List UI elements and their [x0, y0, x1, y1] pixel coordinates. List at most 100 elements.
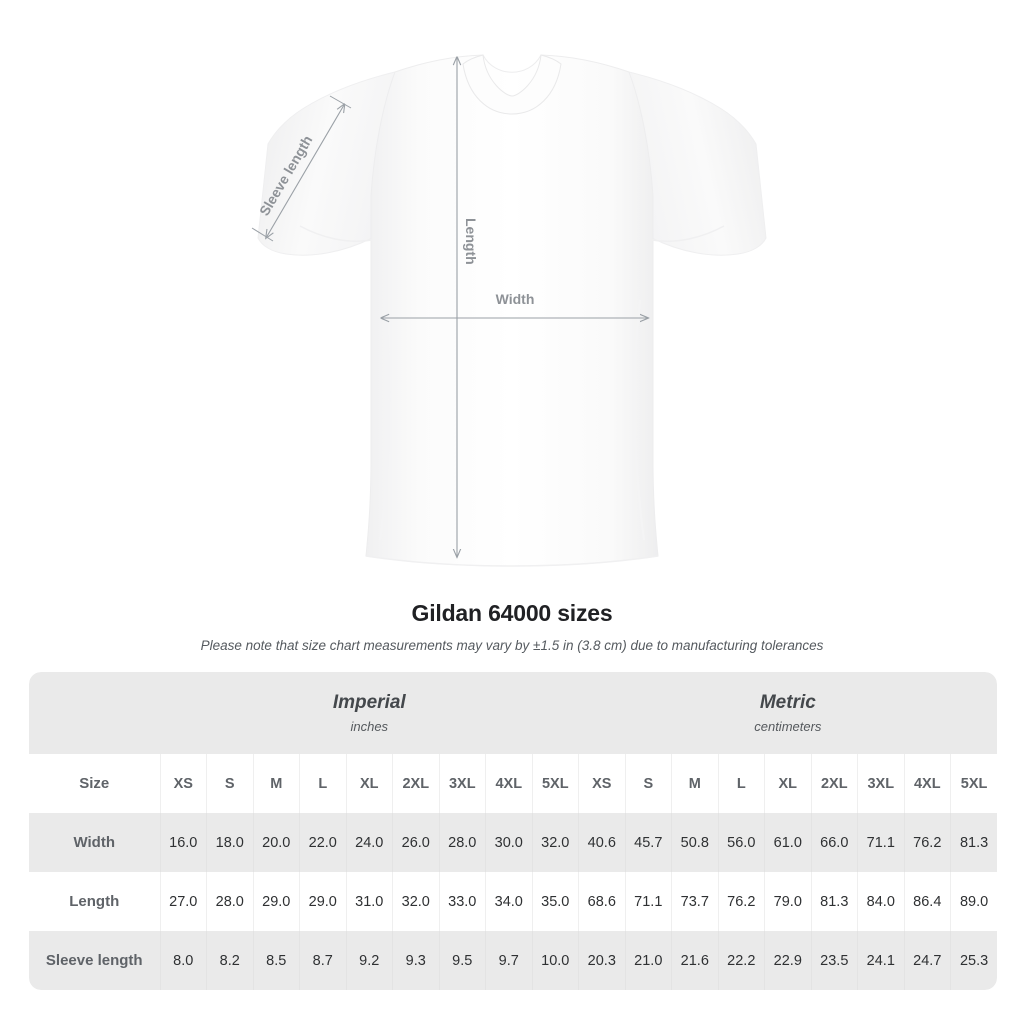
size-header-imperial-2xl: 2XL	[392, 754, 439, 813]
cell-width-imperial-xs: 16.0	[159, 813, 207, 872]
right-sleeve-hem	[651, 225, 725, 242]
row-label-width: Width	[29, 813, 160, 872]
cell-width-metric-4xl: 76.2	[903, 813, 951, 872]
unit-header-imperial: Imperial inches	[160, 672, 579, 754]
unit-header-corner	[29, 672, 160, 754]
size-header-imperial-m: M	[252, 754, 300, 813]
cell-length-metric-3xl: 84.0	[857, 872, 905, 931]
size-header-label: Size	[29, 754, 160, 813]
size-header-metric-3xl: 3XL	[857, 754, 905, 813]
cell-length-imperial-4xl: 34.0	[485, 872, 532, 931]
cell-length-imperial-2xl: 32.0	[392, 872, 439, 931]
row-label-sleeve-length: Sleeve length	[29, 931, 160, 990]
cell-sleeve-length-metric-3xl: 24.1	[857, 931, 905, 990]
cell-length-imperial-xs: 27.0	[159, 872, 207, 931]
cell-sleeve-length-metric-4xl: 24.7	[903, 931, 951, 990]
cell-length-imperial-l: 29.0	[299, 872, 346, 931]
cell-length-imperial-xl: 31.0	[345, 872, 393, 931]
cell-sleeve-length-imperial-4xl: 9.7	[485, 931, 532, 990]
cell-sleeve-length-metric-2xl: 23.5	[810, 931, 858, 990]
cell-width-imperial-s: 18.0	[206, 813, 253, 872]
shirt-body	[365, 54, 659, 567]
size-header-metric-xs: XS	[578, 754, 626, 813]
size-header-imperial-3xl: 3XL	[438, 754, 486, 813]
cell-sleeve-length-metric-s: 21.0	[624, 931, 672, 990]
sleeve-length-arrow	[266, 105, 344, 238]
size-header-imperial-4xl: 4XL	[485, 754, 532, 813]
cell-sleeve-length-imperial-3xl: 9.5	[438, 931, 486, 990]
cell-width-metric-l: 56.0	[717, 813, 765, 872]
cell-sleeve-length-imperial-5xl: 10.0	[531, 931, 579, 990]
size-chart-table: Imperial inches Metric centimeters Size XS S M L…	[29, 672, 998, 990]
cell-length-imperial-m: 29.0	[252, 872, 300, 931]
cell-sleeve-length-metric-xl: 22.9	[764, 931, 812, 990]
cell-width-metric-xl: 61.0	[764, 813, 812, 872]
cell-length-metric-xs: 68.6	[578, 872, 626, 931]
size-header-imperial-xs: XS	[159, 754, 207, 813]
size-header-imperial-s: S	[206, 754, 253, 813]
cell-length-imperial-s: 28.0	[206, 872, 253, 931]
fabric-fold-left	[379, 299, 391, 541]
cell-length-metric-s: 71.1	[624, 872, 672, 931]
size-header-metric-l: L	[717, 754, 765, 813]
size-header-metric-5xl: 5XL	[950, 754, 998, 813]
cell-length-metric-m: 73.7	[671, 872, 719, 931]
size-header-imperial-l: L	[299, 754, 346, 813]
cell-length-metric-4xl: 86.4	[903, 872, 951, 931]
size-header-metric-xl: XL	[764, 754, 812, 813]
cell-sleeve-length-imperial-m: 8.5	[252, 931, 300, 990]
size-header-metric-m: M	[671, 754, 719, 813]
cell-length-imperial-3xl: 33.0	[438, 872, 486, 931]
fabric-fold-right	[633, 299, 645, 541]
cell-width-metric-5xl: 81.3	[950, 813, 998, 872]
length-measurement: Length	[457, 58, 479, 557]
cell-length-imperial-5xl: 35.0	[531, 872, 579, 931]
neckline	[462, 54, 562, 115]
cell-width-metric-xs: 40.6	[578, 813, 626, 872]
table-row: Width 16.0 18.0 20.0 22.0 24.0 26.0 28.0 30.0 32.…	[29, 813, 998, 872]
cell-width-metric-s: 45.7	[624, 813, 672, 872]
page-title: Gildan 64000 sizes	[411, 600, 613, 626]
unit-name-imperial: Imperial	[332, 691, 406, 713]
cell-length-metric-l: 76.2	[717, 872, 765, 931]
size-header-metric-s: S	[624, 754, 672, 813]
sleeve-tick-top	[329, 95, 352, 109]
table-row: Length 27.0 28.0 29.0 29.0 31.0 32.0 33.0 34.0 35…	[29, 872, 998, 931]
size-chart-table-wrapper: Imperial inches Metric centimeters Size XS S M L…	[29, 672, 998, 990]
cell-sleeve-length-metric-5xl: 25.3	[950, 931, 998, 990]
cell-length-metric-5xl: 89.0	[950, 872, 998, 931]
cell-width-imperial-5xl: 32.0	[531, 813, 579, 872]
cell-length-metric-xl: 79.0	[764, 872, 812, 931]
size-header-metric-2xl: 2XL	[810, 754, 858, 813]
width-label: Width	[496, 291, 535, 307]
hem-line	[365, 555, 659, 567]
size-header-row: Size XS S M L XL 2XL 3XL 4XL 5XL XS S M L XL 2XL 3XL 4XL 5…	[29, 754, 998, 813]
length-label: Length	[463, 218, 479, 265]
size-header-metric-4xl: 4XL	[903, 754, 951, 813]
row-label-length: Length	[29, 872, 160, 931]
tshirt-garment	[257, 54, 767, 567]
cell-width-imperial-m: 20.0	[252, 813, 300, 872]
tolerance-note: Please note that size chart measurements…	[200, 638, 824, 653]
unit-name-metric: Metric	[759, 691, 816, 713]
unit-header-row: Imperial inches Metric centimeters	[29, 672, 998, 754]
cell-width-metric-2xl: 66.0	[810, 813, 858, 872]
tshirt-diagram: Length Width Sleeve length	[251, 54, 767, 567]
cell-sleeve-length-imperial-xs: 8.0	[159, 931, 207, 990]
cell-width-imperial-l: 22.0	[299, 813, 346, 872]
size-header-imperial-5xl: 5XL	[531, 754, 579, 813]
unit-header-metric: Metric centimeters	[578, 672, 998, 754]
cell-width-imperial-3xl: 28.0	[438, 813, 486, 872]
cell-sleeve-length-imperial-2xl: 9.3	[392, 931, 439, 990]
cell-sleeve-length-metric-m: 21.6	[671, 931, 719, 990]
table-row: Sleeve length 8.0 8.2 8.5 8.7 9.2 9.3 9.5 9.7 10.…	[29, 931, 998, 990]
chart-heading-block: Gildan 64000 sizes Please note that size…	[0, 598, 1024, 654]
cell-sleeve-length-metric-l: 22.2	[717, 931, 765, 990]
unit-sub-metric: centimeters	[754, 718, 822, 734]
width-measurement: Width	[382, 291, 648, 318]
cell-length-metric-2xl: 81.3	[810, 872, 858, 931]
cell-sleeve-length-imperial-s: 8.2	[206, 931, 253, 990]
cell-width-metric-m: 50.8	[671, 813, 719, 872]
unit-sub-imperial: inches	[350, 718, 389, 734]
cell-width-imperial-2xl: 26.0	[392, 813, 439, 872]
